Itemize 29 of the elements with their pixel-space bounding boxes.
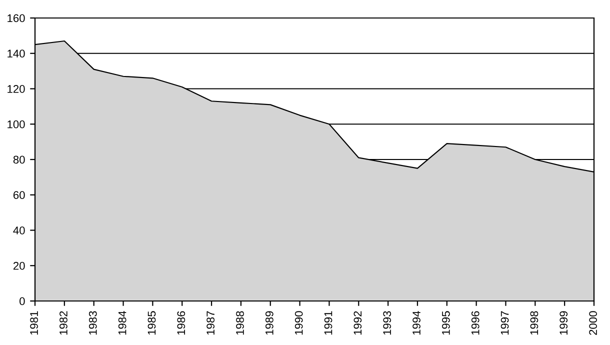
x-tick-label: 1983 <box>88 311 97 335</box>
x-tick-label: 2000 <box>589 311 597 335</box>
y-tick-label: 160 <box>8 14 25 22</box>
x-tick-label: 1984 <box>118 311 126 335</box>
x-tick-label: 1995 <box>442 311 450 335</box>
x-tick-label: 1986 <box>177 311 186 335</box>
x-tick-label: 1989 <box>265 311 274 335</box>
x-tick-label: 1992 <box>354 311 362 335</box>
x-tick-label: 1994 <box>412 311 420 335</box>
x-tick-label: 1985 <box>148 311 156 335</box>
x-tick-label: 1991 <box>324 311 332 335</box>
x-tick-label: 1997 <box>500 311 509 335</box>
x-tick-label: 1993 <box>383 311 392 335</box>
x-tick-label: 1981 <box>30 311 38 335</box>
y-tick-label: 20 <box>13 262 25 270</box>
y-tick-label: 140 <box>8 50 25 58</box>
x-tick-label: 1996 <box>471 311 480 335</box>
x-tick-label: 1998 <box>530 311 538 335</box>
y-tick-label: 120 <box>8 85 25 93</box>
x-tick-label: 1982 <box>60 311 68 335</box>
y-tick-label: 40 <box>13 226 25 234</box>
x-tick-label: 1988 <box>236 311 244 335</box>
x-tick-label: 1987 <box>206 311 215 335</box>
y-tick-label: 60 <box>13 191 25 200</box>
y-tick-label: 100 <box>8 120 25 128</box>
x-tick-label: 1990 <box>294 311 303 335</box>
y-tick-label: 80 <box>13 156 25 164</box>
y-tick-label: 0 <box>20 297 25 306</box>
x-tick-label: 1999 <box>560 311 568 335</box>
